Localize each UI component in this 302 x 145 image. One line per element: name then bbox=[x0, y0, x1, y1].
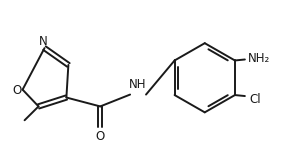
Text: NH: NH bbox=[129, 78, 147, 91]
Text: N: N bbox=[39, 35, 48, 48]
Text: NH₂: NH₂ bbox=[248, 52, 270, 65]
Text: O: O bbox=[96, 130, 105, 143]
Text: O: O bbox=[12, 84, 21, 97]
Text: Cl: Cl bbox=[249, 94, 261, 106]
